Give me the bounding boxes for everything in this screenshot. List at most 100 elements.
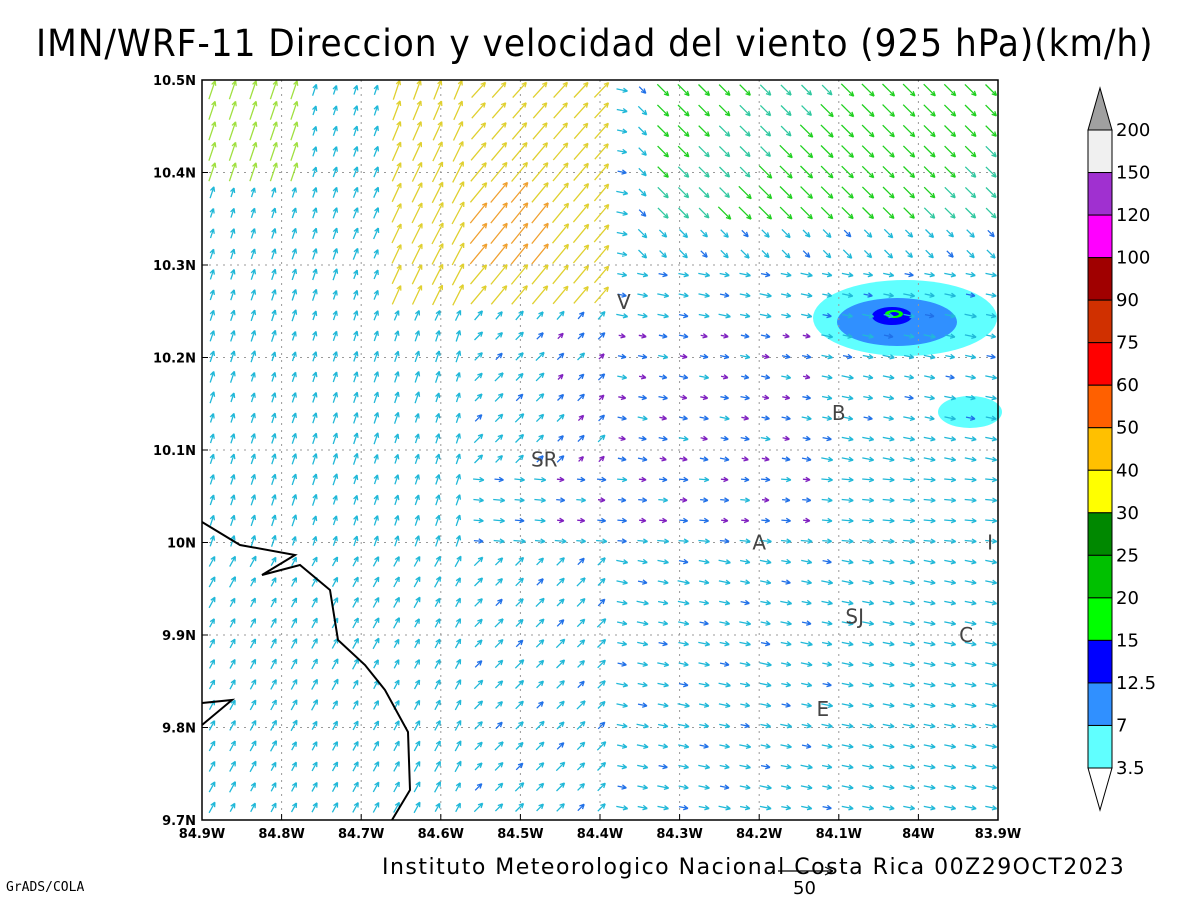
wind-arrow: [474, 352, 483, 361]
wind-arrow: [576, 639, 586, 648]
wind-arrow: [312, 535, 318, 546]
wind-arrow: [719, 456, 730, 462]
wind-arrow: [414, 391, 421, 404]
wind-arrow: [454, 760, 462, 773]
wind-arrow: [229, 638, 236, 649]
wind-arrow: [923, 145, 936, 158]
wind-arrow: [964, 600, 977, 606]
wind-arrow: [699, 456, 709, 462]
wind-arrow: [490, 285, 508, 305]
wind-arrow: [573, 102, 589, 119]
wind-arrow: [473, 433, 484, 444]
wind-arrow: [230, 514, 236, 527]
wind-arrow: [372, 720, 380, 731]
wind-arrow: [761, 415, 770, 421]
wind-arrow: [572, 223, 590, 244]
wind-arrow: [250, 494, 257, 506]
wind-arrow: [924, 374, 936, 380]
wind-arrow: [494, 659, 504, 669]
wind-arrow: [391, 182, 402, 203]
wind-arrow: [434, 597, 441, 608]
wind-arrow: [270, 617, 277, 628]
wind-arrow: [964, 764, 977, 770]
wind-arrow: [924, 312, 935, 319]
coastline: [201, 521, 412, 821]
wind-arrow: [923, 784, 936, 791]
wind-arrow: [577, 517, 586, 524]
wind-arrow: [494, 392, 504, 402]
wind-arrow: [597, 311, 606, 320]
wind-arrow: [209, 228, 215, 239]
wind-arrow: [291, 371, 297, 383]
wind-arrow: [598, 414, 606, 422]
wind-arrow: [270, 719, 277, 731]
wind-arrow: [474, 762, 483, 771]
wind-arrow: [353, 371, 359, 383]
wind-arrow: [862, 579, 875, 586]
wind-arrow: [821, 743, 833, 749]
wind-arrow: [474, 393, 483, 402]
wind-arrow: [455, 597, 461, 608]
wind-arrow: [291, 187, 297, 198]
wind-arrow: [290, 597, 298, 608]
wind-arrow: [719, 620, 730, 626]
wind-arrow: [230, 392, 236, 403]
wind-arrow: [373, 659, 379, 669]
wind-arrow: [862, 805, 875, 811]
wind-arrow: [411, 202, 423, 224]
wind-arrow: [209, 350, 216, 363]
wind-arrow: [678, 640, 689, 647]
wind-arrow: [435, 392, 441, 403]
wind-arrow: [230, 330, 236, 342]
wind-arrow: [720, 497, 730, 503]
colorbar-cell: [1087, 597, 1113, 641]
wind-arrow: [373, 105, 379, 116]
wind-arrow: [863, 229, 873, 238]
wind-arrow: [291, 536, 297, 546]
wind-arrow: [372, 801, 380, 813]
wind-arrow: [332, 248, 339, 260]
wind-arrow: [923, 456, 936, 463]
wind-arrow: [469, 182, 488, 203]
wind-arrow: [944, 764, 957, 770]
wind-arrow: [924, 394, 935, 401]
wind-arrow: [739, 104, 751, 117]
wind-arrow: [964, 579, 977, 586]
wind-arrow: [739, 166, 751, 178]
wind-arrow: [473, 497, 484, 503]
wind-arrow: [657, 145, 670, 158]
wind-arrow: [761, 374, 771, 380]
wind-arrow: [208, 679, 216, 690]
wind-arrow: [638, 209, 647, 217]
wind-arrow: [677, 723, 690, 729]
wind-arrow: [209, 535, 216, 547]
wind-arrow: [312, 392, 318, 403]
wind-arrow: [250, 372, 256, 382]
wind-arrow: [474, 639, 483, 648]
wind-arrow: [698, 558, 710, 565]
wind-arrow: [556, 803, 565, 812]
wind-arrow: [512, 102, 527, 119]
wind-arrow: [718, 682, 731, 688]
wind-arrow: [290, 699, 298, 711]
wind-arrow: [394, 433, 400, 444]
wind-arrow: [393, 720, 400, 731]
wind-arrow: [781, 228, 791, 239]
wind-arrow: [552, 142, 569, 161]
wind-arrow: [943, 104, 957, 117]
wind-arrow: [573, 183, 590, 202]
wind-arrow: [616, 87, 628, 93]
wind-arrow: [699, 722, 710, 729]
wind-arrow: [820, 124, 834, 138]
wind-arrow: [290, 802, 298, 813]
wind-arrow: [269, 121, 278, 141]
wind-arrow: [556, 413, 565, 422]
wind-arrow: [373, 186, 380, 198]
wind-arrow: [534, 517, 546, 524]
wind-arrow: [394, 391, 400, 404]
wind-arrow: [780, 125, 792, 137]
wind-arrow: [903, 517, 916, 524]
wind-arrow: [822, 292, 833, 298]
wind-arrow: [531, 285, 549, 305]
wind-arrow: [353, 269, 359, 280]
